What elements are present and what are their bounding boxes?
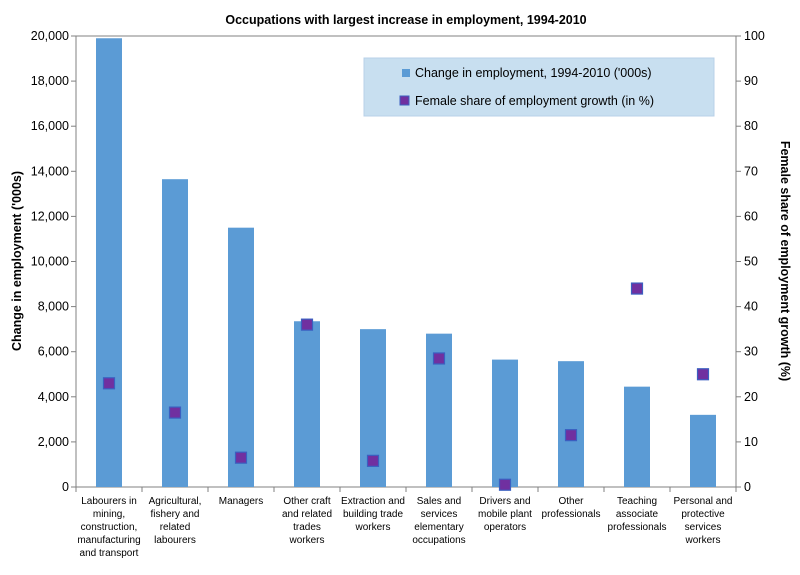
legend-bar-swatch xyxy=(402,69,410,77)
marker-point xyxy=(168,406,182,419)
x-tick-label: Extraction and building trade workers xyxy=(341,496,405,533)
x-tick-label-line: trades xyxy=(293,522,321,533)
x-tick-label-line: Personal and xyxy=(674,496,733,507)
x-tick-label: Labourers in mining, construction, manufact… xyxy=(77,496,140,559)
bar xyxy=(162,179,188,487)
x-tick-label-line: building trade xyxy=(343,509,403,520)
x-tick-label-line: Labourers in xyxy=(81,496,137,507)
legend-box xyxy=(363,57,715,117)
y-axis-title: Change in employment ('000s) xyxy=(10,171,24,351)
y-tick-label: 10,000 xyxy=(31,255,69,269)
bar xyxy=(294,321,320,487)
y-tick-label: 6,000 xyxy=(38,345,69,359)
x-tick-label-line: operators xyxy=(484,522,526,533)
x-tick-label: Teaching associate professionals xyxy=(608,496,667,533)
right-axis: 0 10 20 30 40 50 60 70 80 90 100 xyxy=(736,29,765,494)
x-tick-label-line: Other craft xyxy=(283,496,330,507)
marker-point xyxy=(630,282,644,295)
y-tick-label: 4,000 xyxy=(38,390,69,404)
legend: Change in employment, 1994-2010 ('000s) … xyxy=(363,57,715,117)
x-tick-label-line: construction, xyxy=(81,522,138,533)
legend-marker-label: Female share of employment growth (in %) xyxy=(415,94,654,108)
marker-point xyxy=(102,377,116,390)
x-tick-label-line: elementary xyxy=(414,522,463,533)
y2-tick-label: 40 xyxy=(744,300,758,314)
x-tick-label-line: Other xyxy=(558,496,584,507)
marker-point xyxy=(498,478,512,491)
x-tick-label-line: Agricultural, xyxy=(149,496,202,507)
x-tick-label: Managers xyxy=(219,496,263,507)
y-tick-label: 8,000 xyxy=(38,300,69,314)
y2-tick-label: 70 xyxy=(744,164,758,178)
x-tick-label-line: protective xyxy=(681,509,725,520)
x-tick-label: Personal and protective services workers xyxy=(674,496,733,546)
bar xyxy=(96,38,122,487)
x-tick-label-line: workers xyxy=(288,535,324,546)
legend-bar-label: Change in employment, 1994-2010 ('000s) xyxy=(415,66,652,80)
y2-tick-label: 0 xyxy=(744,480,751,494)
x-tick-label-line: occupations xyxy=(412,535,465,546)
x-tick-label-line: professionals xyxy=(542,509,601,520)
left-axis: 0 2,000 4,000 6,000 8,000 10,000 12,000 14,000 1… xyxy=(31,29,737,494)
y2-tick-label: 30 xyxy=(744,345,758,359)
y-tick-label: 18,000 xyxy=(31,74,69,88)
x-tick-label-line: and related xyxy=(282,509,332,520)
legend-marker-swatch xyxy=(399,95,410,106)
x-tick-label: Agricultural, fishery and related labourers xyxy=(149,496,202,546)
x-tick-label-line: services xyxy=(685,522,722,533)
x-tick-label-line: professionals xyxy=(608,522,667,533)
x-tick-label: Other craft and related trades workers xyxy=(282,496,332,546)
marker-point xyxy=(432,352,446,365)
x-tick-label-line: Teaching xyxy=(617,496,657,507)
bar xyxy=(228,227,254,488)
x-tick-label-line: workers xyxy=(684,535,720,546)
x-tick-label-line: manufacturing xyxy=(77,535,140,546)
y-tick-label: 14,000 xyxy=(31,164,69,178)
x-tick-label: Other professionals xyxy=(542,496,601,520)
x-tick-label-line: associate xyxy=(616,509,659,520)
x-tick-label-line: Sales and xyxy=(417,496,461,507)
marker-point xyxy=(564,429,578,442)
y2-tick-label: 100 xyxy=(744,29,765,43)
x-tick-label-line: labourers xyxy=(154,535,196,546)
chart-title: Occupations with largest increase in emp… xyxy=(225,13,586,27)
x-tick-label-line: mobile plant xyxy=(478,509,532,520)
bar xyxy=(690,414,716,487)
marker-point xyxy=(696,368,710,381)
bar xyxy=(624,386,650,487)
y2-tick-label: 80 xyxy=(744,119,758,133)
y2-tick-label: 50 xyxy=(744,255,758,269)
y-tick-label: 0 xyxy=(62,480,69,494)
x-tick-label: Drivers and mobile plant operators xyxy=(478,496,532,533)
y-tick-label: 16,000 xyxy=(31,119,69,133)
bar xyxy=(558,361,584,487)
marker-point xyxy=(234,451,248,464)
x-tick-label-line: Managers xyxy=(219,496,263,507)
bar xyxy=(492,359,518,487)
x-tick-label-line: Extraction and xyxy=(341,496,405,507)
y2-tick-label: 10 xyxy=(744,435,758,449)
marker-series xyxy=(102,282,710,491)
y2-axis-title: Female share of employment growth (%) xyxy=(778,141,792,381)
x-tick-label-line: and transport xyxy=(80,548,139,559)
x-axis-labels: Labourers in mining, construction, manufact… xyxy=(77,496,732,559)
y2-tick-label: 90 xyxy=(744,74,758,88)
y2-tick-label: 20 xyxy=(744,390,758,404)
marker-point xyxy=(300,318,314,331)
y-tick-label: 2,000 xyxy=(38,435,69,449)
y-tick-label: 12,000 xyxy=(31,209,69,223)
x-tick-label-line: services xyxy=(421,509,458,520)
x-tick-label-line: related xyxy=(160,522,191,533)
x-tick-label: Sales and services elementary occupations xyxy=(412,496,465,546)
x-tick-label-line: fishery and xyxy=(151,509,200,520)
y2-tick-label: 60 xyxy=(744,209,758,223)
x-tick-label-line: Drivers and xyxy=(479,496,530,507)
x-tick-label-line: mining, xyxy=(93,509,125,520)
marker-point xyxy=(366,454,380,467)
y-tick-label: 20,000 xyxy=(31,29,69,43)
x-tick-label-line: workers xyxy=(354,522,390,533)
